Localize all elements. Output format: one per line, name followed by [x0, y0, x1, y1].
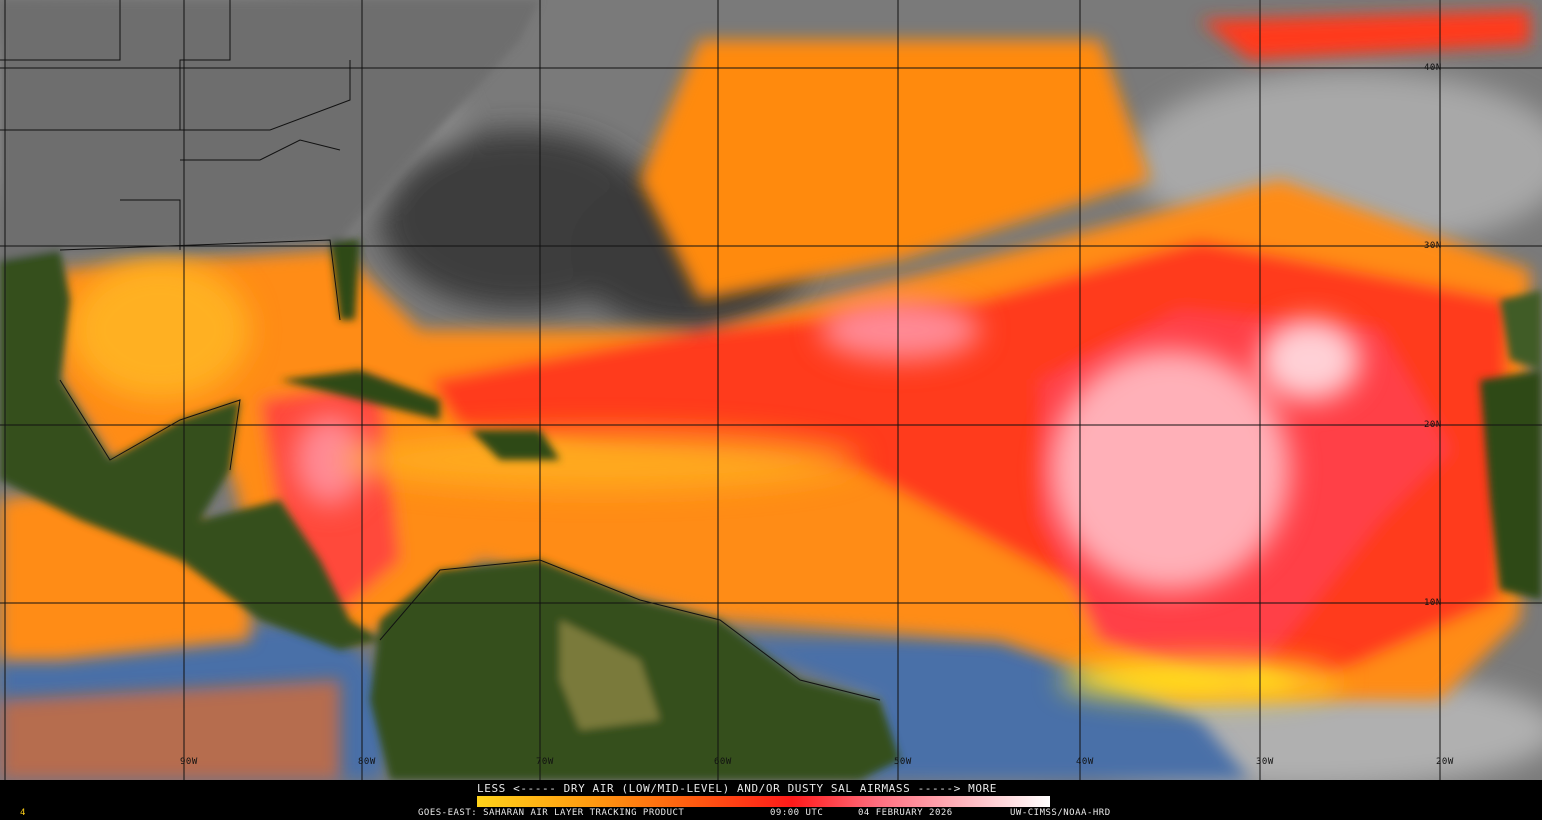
- footer: GOES-EAST: SAHARAN AIR LAYER TRACKING PR…: [0, 808, 1542, 820]
- lat-label-20n: 20N: [1424, 420, 1442, 430]
- lon-label-40w: 40W: [1076, 757, 1094, 767]
- satellite-imagery: [0, 0, 1542, 780]
- lon-label-90w: 90W: [180, 757, 198, 767]
- lat-label-10n: 10N: [1424, 598, 1442, 608]
- lat-lon-grid: [0, 0, 1542, 780]
- lon-label-50w: 50W: [894, 757, 912, 767]
- boundaries: [0, 0, 881, 701]
- product-date: 04 FEBRUARY 2026: [858, 808, 953, 818]
- lat-label-40n: 40N: [1424, 63, 1442, 73]
- lon-label-20w: 20W: [1436, 757, 1454, 767]
- lon-label-30w: 30W: [1256, 757, 1274, 767]
- dusty-sal-core: [70, 260, 1360, 700]
- lon-label-70w: 70W: [536, 757, 554, 767]
- product-credit: UW-CIMSS/NOAA-HRD: [1010, 808, 1111, 818]
- satellite-map: 40N 30N 20N 10N 90W 80W 70W 60W 50W 40W …: [0, 0, 1542, 780]
- land-masses: [0, 0, 1542, 780]
- lon-label-60w: 60W: [714, 757, 732, 767]
- lon-label-80w: 80W: [358, 757, 376, 767]
- legend-color-scale: [477, 796, 1050, 807]
- frame-number: 4: [20, 808, 26, 818]
- product-name: GOES-EAST: SAHARAN AIR LAYER TRACKING PR…: [418, 808, 685, 818]
- product-time: 09:00 UTC: [770, 808, 824, 818]
- lat-label-30n: 30N: [1424, 241, 1442, 251]
- legend-title: LESS <----- DRY AIR (LOW/MID-LEVEL) AND/…: [477, 782, 998, 795]
